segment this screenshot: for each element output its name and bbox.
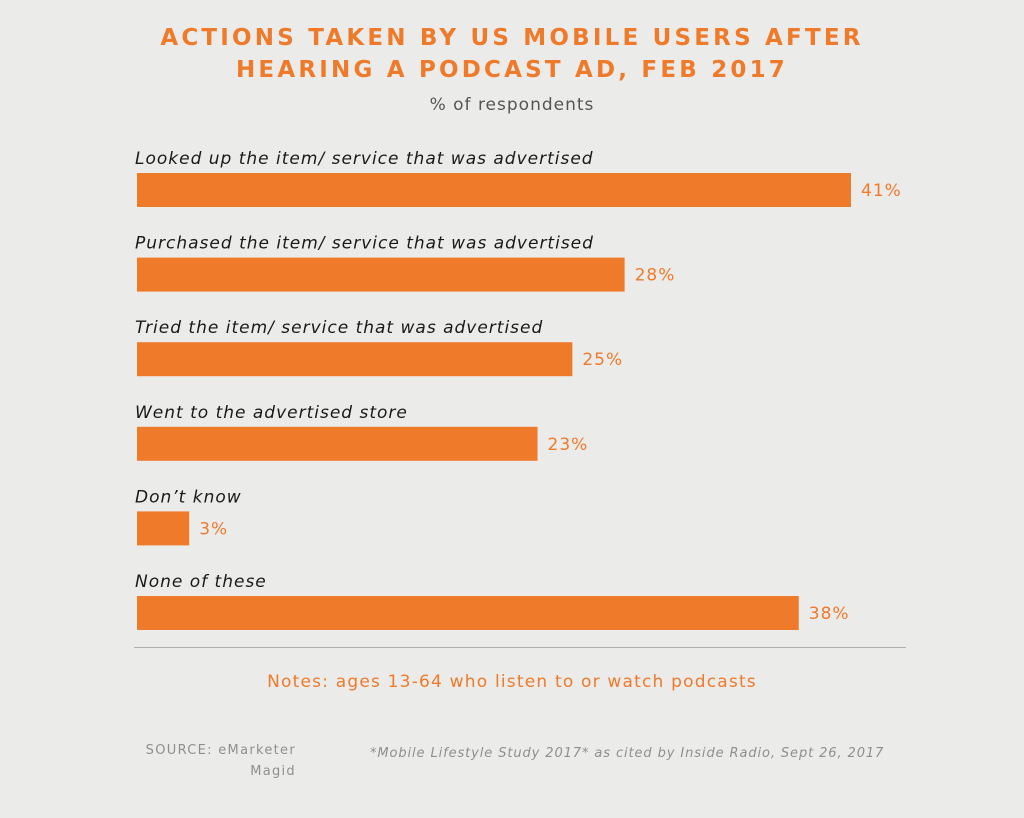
bar: [137, 257, 625, 292]
chart-title-line-1: ACTIONS TAKEN BY US MOBILE USERS AFTER: [160, 25, 864, 51]
value-label: 38%: [809, 604, 850, 624]
category-label: Don’t know: [135, 487, 242, 507]
category-label: Looked up the item/ service that was adv…: [135, 149, 594, 169]
divider-line: [134, 647, 906, 648]
value-label: 28%: [635, 266, 676, 286]
bar: [137, 596, 799, 630]
category-label: Tried the item/ service that was adverti…: [135, 318, 543, 338]
chart-subtitle: % of respondents: [429, 95, 595, 115]
value-label: 41%: [861, 181, 902, 201]
category-label: Purchased the item/ service that was adv…: [135, 234, 594, 254]
source-block: SOURCE: eMarketer Magid: [124, 740, 296, 782]
category-label: Went to the advertised store: [135, 403, 408, 423]
notes-text: Notes: ages 13-64 who listen to or watch…: [267, 672, 757, 692]
chart-title: ACTIONS TAKEN BY US MOBILE USERS AFTER H…: [0, 22, 1024, 86]
category-label: None of these: [135, 572, 267, 592]
source-line-1: SOURCE: eMarketer: [145, 743, 296, 758]
chart-title-line-2: HEARING A PODCAST AD, FEB 2017: [235, 57, 789, 83]
value-label: 25%: [582, 350, 623, 370]
bar: [137, 426, 538, 461]
value-label: 3%: [199, 519, 228, 539]
source-line-2: Magid: [250, 764, 296, 779]
bar: [137, 173, 851, 207]
bar: [137, 342, 573, 377]
citation-text: *Mobile Lifestyle Study 2017* as cited b…: [370, 746, 885, 761]
bar: [137, 511, 190, 546]
value-label: 23%: [548, 435, 589, 455]
